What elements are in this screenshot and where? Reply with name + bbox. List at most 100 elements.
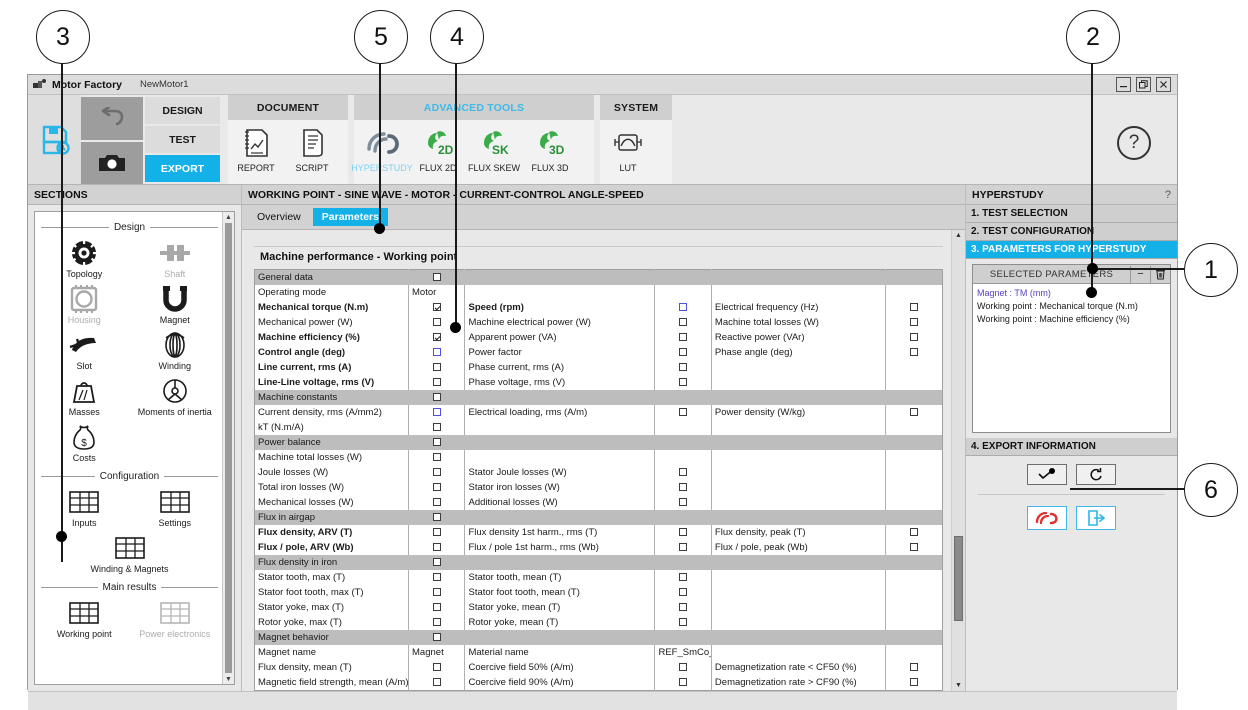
checkbox-cell[interactable] — [654, 375, 712, 390]
accordion-test-selection[interactable]: 1. TEST SELECTION — [966, 205, 1177, 223]
checkbox-cell[interactable] — [654, 600, 712, 615]
checkbox-cell[interactable] — [654, 615, 712, 630]
checkbox[interactable] — [679, 497, 688, 506]
checkbox[interactable] — [679, 362, 688, 371]
checkbox-cell[interactable] — [408, 375, 465, 390]
sidebar-item-settings[interactable]: Settings — [130, 484, 221, 530]
checkbox-cell[interactable] — [408, 540, 465, 555]
minimize-button[interactable] — [1116, 77, 1131, 92]
checkbox[interactable] — [432, 482, 441, 491]
scroll-down-icon[interactable]: ▼ — [955, 682, 962, 689]
checkbox[interactable] — [910, 347, 919, 356]
scroll-thumb[interactable] — [954, 536, 963, 621]
checkbox-cell[interactable] — [408, 510, 465, 525]
sidebar-item-winding[interactable]: Winding — [130, 327, 221, 373]
checkbox-cell[interactable] — [885, 345, 943, 360]
trash-icon[interactable] — [1150, 265, 1170, 283]
export-button[interactable] — [1076, 506, 1116, 530]
list-item[interactable]: Magnet : TM (mm) — [977, 288, 1051, 298]
checkbox[interactable] — [432, 572, 441, 581]
sidebar-item-inputs[interactable]: Inputs — [39, 484, 130, 530]
sidebar-item-masses[interactable]: Masses — [39, 373, 130, 419]
checkbox-cell[interactable] — [654, 540, 712, 555]
mode-export[interactable]: EXPORT — [145, 155, 220, 182]
checkbox-cell[interactable] — [654, 405, 712, 420]
checkbox-cell[interactable] — [408, 269, 465, 285]
checkbox[interactable] — [432, 377, 441, 386]
checkbox[interactable] — [432, 437, 441, 446]
maximize-button[interactable] — [1136, 77, 1151, 92]
checkbox-cell[interactable] — [408, 450, 465, 465]
checkbox[interactable] — [432, 317, 441, 326]
checkbox-cell[interactable] — [885, 330, 943, 345]
sidebar-item-costs[interactable]: $ Costs — [39, 419, 130, 465]
checkbox[interactable] — [432, 407, 441, 416]
checkbox-cell[interactable] — [408, 480, 465, 495]
checkbox-cell[interactable] — [408, 465, 465, 480]
checkbox-cell[interactable] — [654, 675, 712, 691]
checkbox[interactable] — [432, 452, 441, 461]
save-button[interactable] — [28, 95, 81, 184]
checkbox-cell[interactable] — [885, 405, 943, 420]
validate-button[interactable] — [1027, 464, 1067, 485]
checkbox[interactable] — [432, 602, 441, 611]
checkbox[interactable] — [679, 677, 688, 686]
checkbox[interactable] — [679, 617, 688, 626]
list-item[interactable]: Working point : Machine efficiency (%) — [977, 314, 1130, 324]
checkbox-cell[interactable] — [654, 660, 712, 675]
tool-report[interactable]: REPORT — [228, 126, 284, 173]
checkbox-cell[interactable] — [408, 600, 465, 615]
checkbox-cell[interactable] — [885, 525, 943, 540]
tool-hyperstudy[interactable]: HYPERSTUDY — [351, 126, 413, 173]
checkbox[interactable] — [910, 302, 919, 311]
hyperstudy-help-icon[interactable]: ? — [1164, 188, 1171, 201]
checkbox-cell[interactable] — [408, 435, 465, 450]
checkbox[interactable] — [432, 272, 441, 281]
checkbox[interactable] — [432, 422, 441, 431]
remove-parameter-button[interactable]: − — [1130, 265, 1150, 283]
checkbox-cell[interactable] — [885, 315, 943, 330]
screenshot-button[interactable] — [81, 141, 143, 184]
checkbox-cell[interactable] — [408, 300, 465, 315]
checkbox-cell[interactable] — [885, 300, 943, 315]
checkbox[interactable] — [432, 662, 441, 671]
mode-design[interactable]: DESIGN — [145, 97, 220, 124]
tool-flux-3d[interactable]: 3D FLUX 3D — [522, 126, 578, 173]
checkbox-cell[interactable] — [885, 540, 943, 555]
mode-test[interactable]: TEST — [145, 126, 220, 153]
checkbox[interactable] — [679, 332, 688, 341]
checkbox[interactable] — [432, 557, 441, 566]
undo-button[interactable] — [81, 97, 143, 140]
checkbox-cell[interactable] — [654, 570, 712, 585]
checkbox[interactable] — [432, 632, 441, 641]
close-button[interactable] — [1156, 77, 1171, 92]
checkbox-cell[interactable] — [654, 345, 712, 360]
checkbox-cell[interactable] — [654, 300, 712, 315]
checkbox-cell[interactable] — [408, 555, 465, 570]
checkbox[interactable] — [679, 317, 688, 326]
checkbox[interactable] — [910, 407, 919, 416]
checkbox-cell[interactable] — [408, 525, 465, 540]
checkbox-cell[interactable] — [885, 660, 943, 675]
checkbox[interactable] — [432, 332, 441, 341]
checkbox[interactable] — [432, 497, 441, 506]
scroll-thumb[interactable] — [225, 223, 232, 673]
sections-scrollbar[interactable]: ▲ ▼ — [222, 212, 234, 684]
checkbox[interactable] — [679, 662, 688, 671]
checkbox[interactable] — [679, 587, 688, 596]
sidebar-item-slot[interactable]: Slot — [39, 327, 130, 373]
checkbox-cell[interactable] — [654, 330, 712, 345]
checkbox-cell[interactable] — [885, 675, 943, 691]
checkbox-cell[interactable] — [408, 420, 465, 435]
scroll-down-icon[interactable]: ▼ — [225, 675, 232, 683]
tab-overview[interactable]: Overview — [257, 211, 301, 223]
checkbox[interactable] — [910, 527, 919, 536]
sidebar-item-shaft[interactable]: Shaft — [130, 235, 221, 281]
sidebar-item-topology[interactable]: Topology — [39, 235, 130, 281]
list-item[interactable]: Working point : Mechanical torque (N.m) — [977, 301, 1138, 311]
checkbox[interactable] — [679, 467, 688, 476]
sidebar-item-housing[interactable]: Housing — [39, 281, 130, 327]
checkbox-cell[interactable] — [654, 315, 712, 330]
sidebar-item-magnet[interactable]: Magnet — [130, 281, 221, 327]
checkbox-cell[interactable] — [654, 525, 712, 540]
